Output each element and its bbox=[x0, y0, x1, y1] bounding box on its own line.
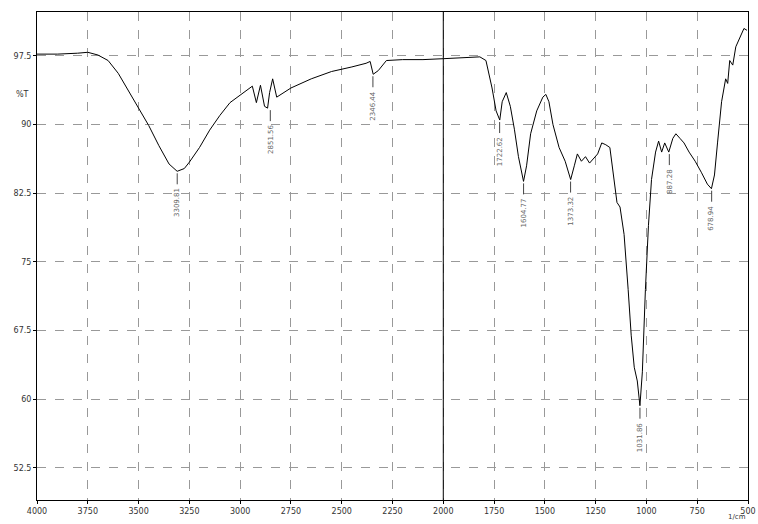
svg-text:1750: 1750 bbox=[484, 507, 504, 516]
svg-text:1000: 1000 bbox=[636, 507, 656, 516]
svg-text:1031.86: 1031.86 bbox=[636, 423, 644, 452]
svg-text:887.28: 887.28 bbox=[666, 169, 674, 194]
svg-text:3500: 3500 bbox=[128, 507, 148, 516]
svg-text:75: 75 bbox=[21, 258, 31, 267]
svg-text:4000: 4000 bbox=[27, 507, 47, 516]
svg-text:3250: 3250 bbox=[179, 507, 199, 516]
svg-text:1/cm: 1/cm bbox=[728, 513, 746, 521]
svg-text:2851.56: 2851.56 bbox=[267, 124, 275, 153]
svg-text:67.5: 67.5 bbox=[14, 326, 32, 335]
svg-text:1373.32: 1373.32 bbox=[567, 197, 575, 226]
svg-text:90: 90 bbox=[21, 120, 31, 129]
svg-text:1500: 1500 bbox=[535, 507, 555, 516]
svg-text:2250: 2250 bbox=[382, 507, 402, 516]
svg-text:%T: %T bbox=[16, 90, 29, 99]
svg-text:750: 750 bbox=[690, 507, 705, 516]
svg-text:52.5: 52.5 bbox=[14, 464, 32, 473]
svg-text:82.5: 82.5 bbox=[14, 189, 32, 198]
svg-text:500: 500 bbox=[740, 507, 755, 516]
svg-text:2500: 2500 bbox=[332, 507, 352, 516]
svg-text:3309.81: 3309.81 bbox=[173, 188, 181, 217]
svg-text:3000: 3000 bbox=[230, 507, 250, 516]
svg-text:678.94: 678.94 bbox=[707, 206, 715, 231]
svg-text:2750: 2750 bbox=[281, 507, 301, 516]
svg-text:1604.77: 1604.77 bbox=[520, 198, 528, 227]
svg-text:60: 60 bbox=[21, 395, 31, 404]
svg-text:2346.44: 2346.44 bbox=[369, 91, 377, 120]
svg-text:3750: 3750 bbox=[78, 507, 98, 516]
svg-text:1250: 1250 bbox=[585, 507, 605, 516]
svg-text:1722.62: 1722.62 bbox=[496, 137, 504, 166]
svg-text:97.5: 97.5 bbox=[14, 52, 32, 61]
svg-text:2000: 2000 bbox=[433, 507, 453, 516]
